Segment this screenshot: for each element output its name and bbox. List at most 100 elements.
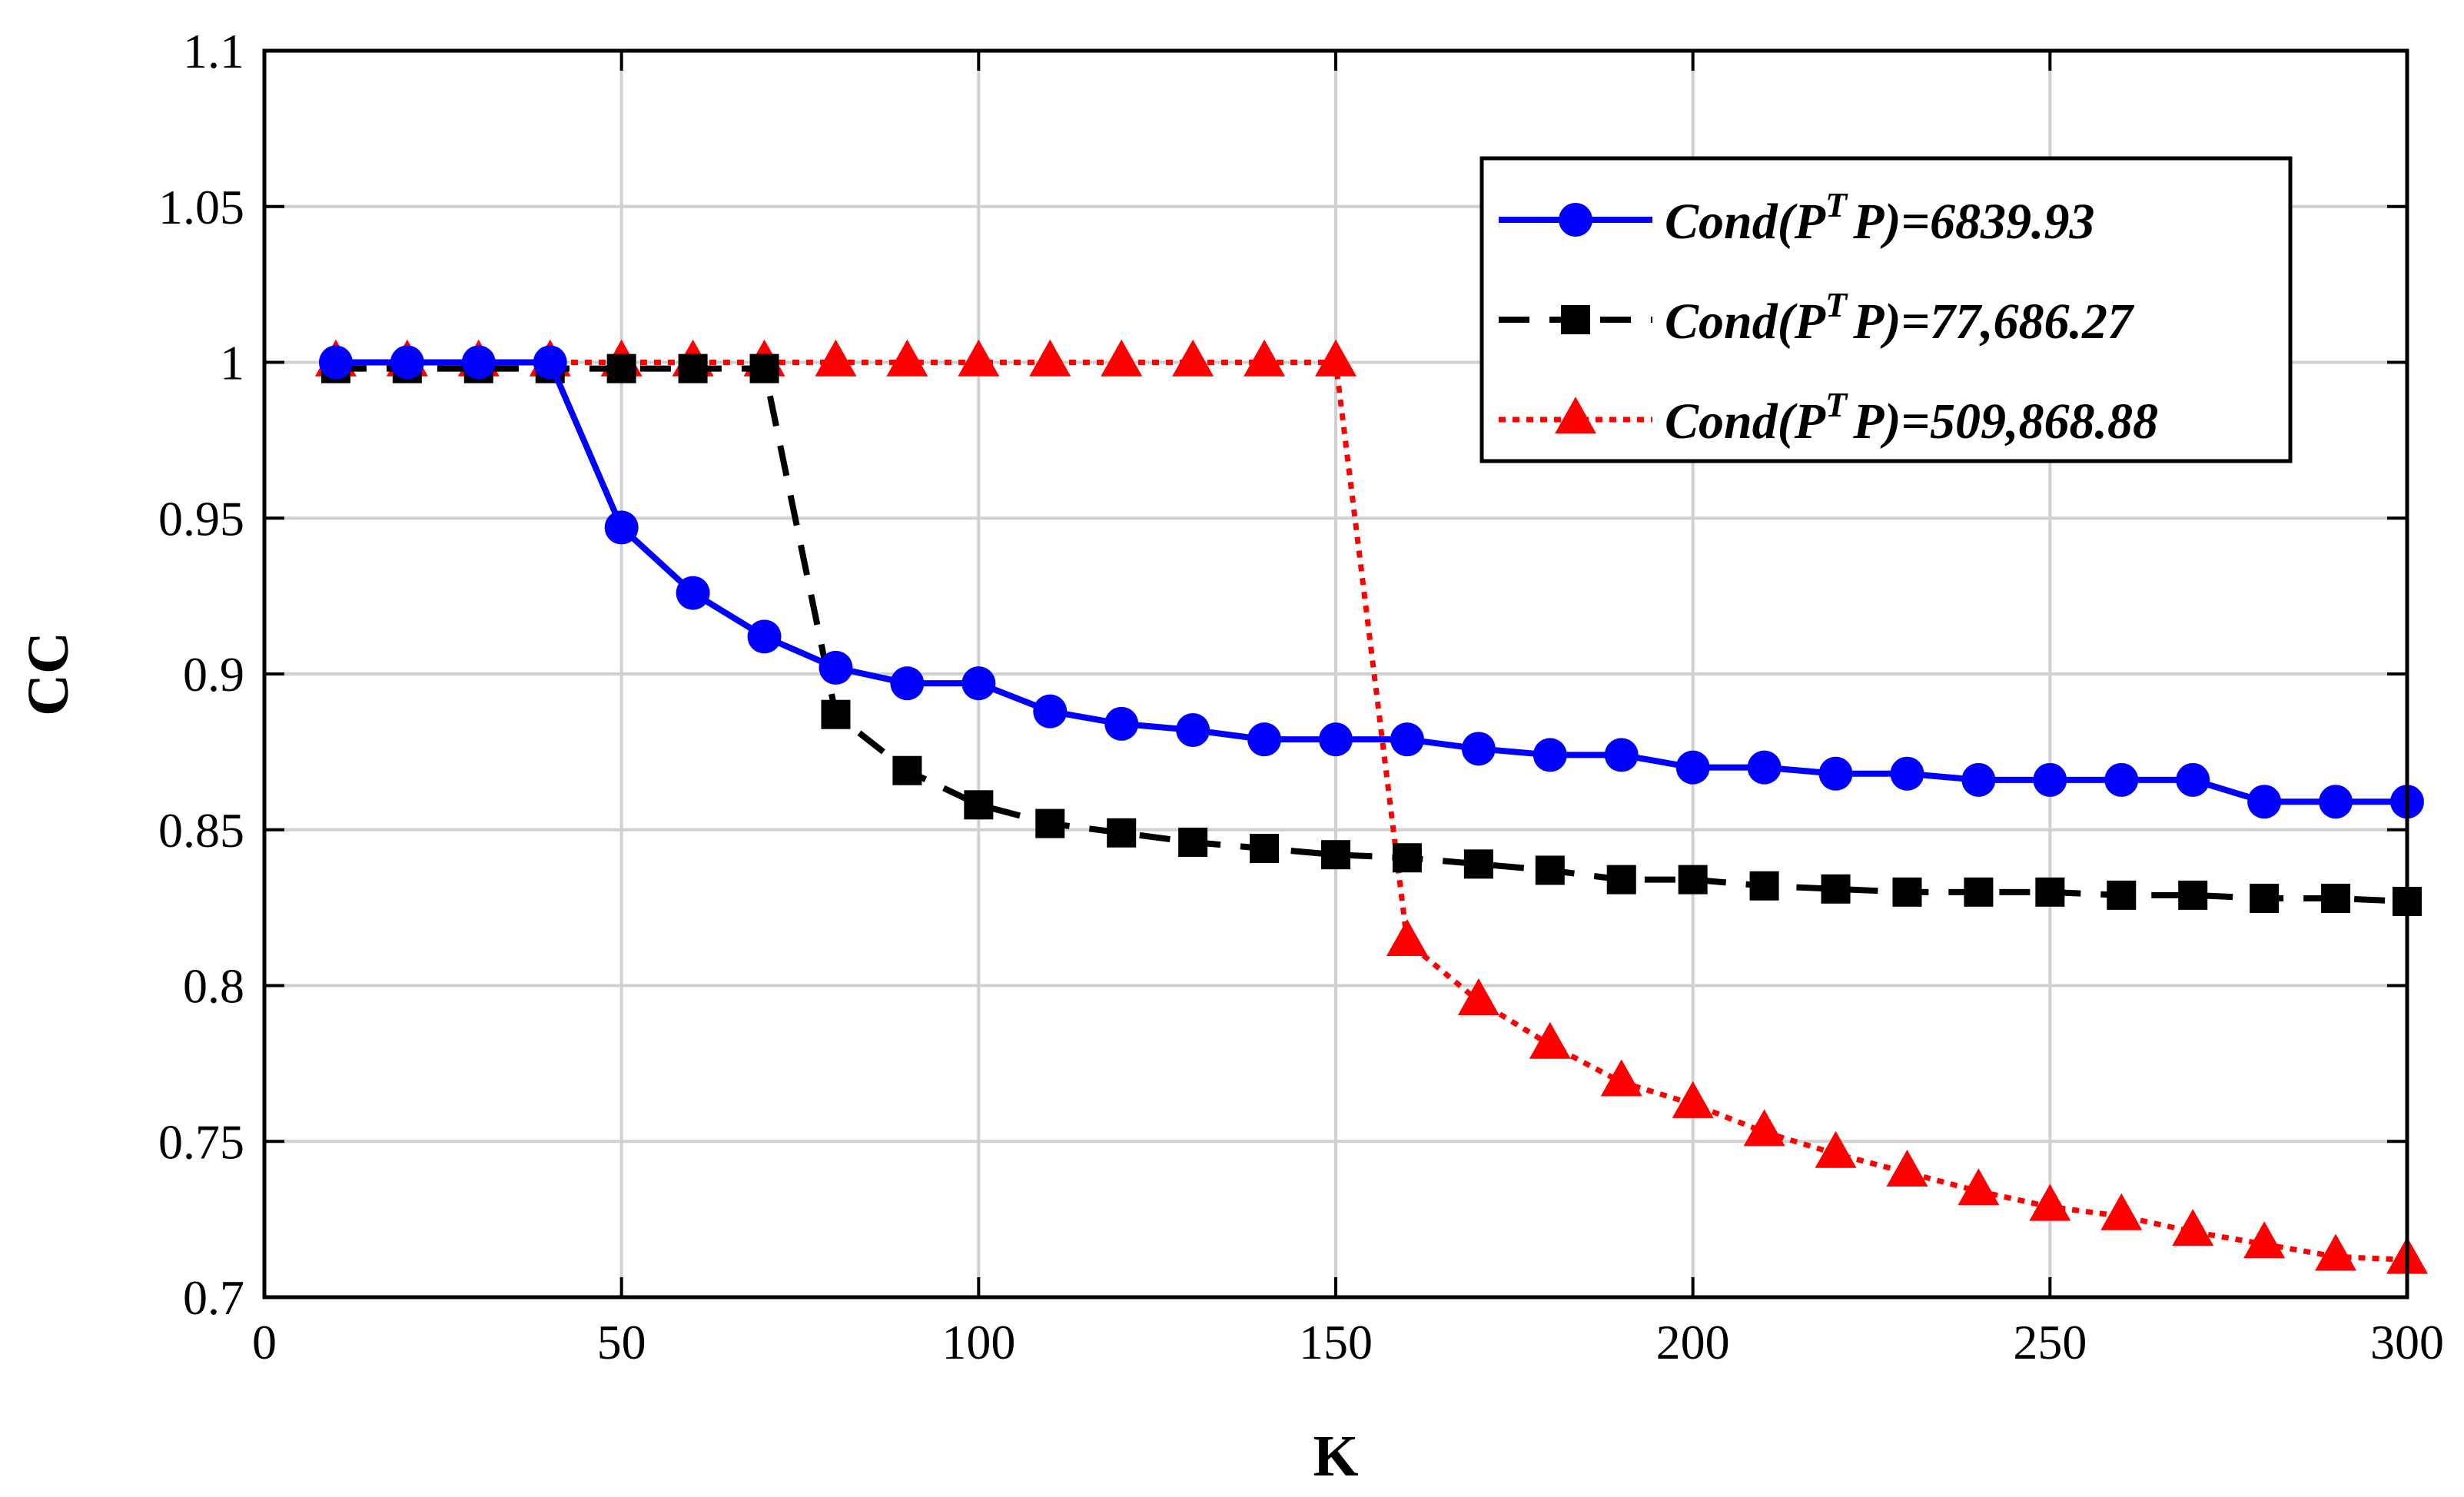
series-3-point <box>1743 1109 1785 1147</box>
series-3-point <box>1315 339 1357 377</box>
series-2-point <box>749 354 779 383</box>
series-1-point <box>1247 722 1282 757</box>
legend-marker-3 <box>1555 397 1596 434</box>
series-1-point <box>1890 756 1924 791</box>
legend-label-prefix: Cond(P <box>1665 393 1826 450</box>
series-2-point <box>1107 818 1137 848</box>
series-1-point <box>1461 732 1496 766</box>
series-2-point <box>1035 808 1065 838</box>
series-1-point <box>390 345 424 380</box>
series-2-point <box>1250 834 1280 864</box>
legend-label-superscript: T <box>1825 285 1848 324</box>
legend-label-prefix: Cond(P <box>1665 294 1826 350</box>
series-1 <box>318 345 2424 819</box>
legend-label-2: Cond(PT P)=77,686.27 <box>1665 285 2135 350</box>
series-1-point <box>1604 738 1639 772</box>
y-tick-label: 1.05 <box>158 180 244 234</box>
x-tick-label: 150 <box>1299 1315 1373 1369</box>
legend-label-superscript: T <box>1825 385 1848 424</box>
series-2-point <box>964 790 994 820</box>
x-tick-label: 50 <box>597 1315 646 1369</box>
legend-marker-2 <box>1561 305 1590 334</box>
series-1-point <box>318 345 353 380</box>
x-tick-label: 300 <box>2370 1315 2444 1369</box>
legend-label-suffix: P)=509,868.88 <box>1852 393 2158 450</box>
series-3-point <box>886 339 928 377</box>
series-2-point <box>1606 865 1636 895</box>
series-2-point <box>1463 849 1493 879</box>
legend-marker-1 <box>1559 203 1592 237</box>
series-3-point <box>2100 1193 2143 1230</box>
series-2 <box>320 354 2422 917</box>
x-tick-label: 0 <box>252 1315 277 1369</box>
series-3-point <box>1386 918 1428 956</box>
series-3-point <box>2029 1183 2071 1221</box>
y-tick-label: 0.8 <box>183 959 244 1014</box>
series-1-point <box>1033 694 1068 729</box>
series-3-point <box>1172 339 1214 377</box>
y-tick-label: 0.85 <box>158 803 244 858</box>
series-1-point <box>2104 762 2139 797</box>
series-3-point <box>1029 339 1071 377</box>
series-3-point <box>1101 339 1143 377</box>
series-2-point <box>2035 877 2065 907</box>
series-1-point <box>2033 762 2067 797</box>
series-3-point <box>1529 1021 1571 1059</box>
series-2-point <box>1678 865 1708 895</box>
series-2-point <box>678 354 708 383</box>
series-3-point <box>1958 1168 2000 1206</box>
series-1-point <box>747 619 782 654</box>
series-1-point <box>533 345 567 380</box>
legend-label-suffix: P)=77,686.27 <box>1852 294 2135 350</box>
legend-label-suffix: P)=6839.93 <box>1852 194 2094 250</box>
legend-label-1: Cond(PT P)=6839.93 <box>1665 185 2095 250</box>
series-1-point <box>1176 712 1210 747</box>
series-3-point <box>2172 1209 2214 1246</box>
series-1-point <box>1533 738 1567 772</box>
series-2-point <box>1392 843 1422 873</box>
series-2-point <box>2107 880 2137 910</box>
series-1-point <box>1961 762 1996 797</box>
series-1-point <box>2247 785 2282 819</box>
series-3-point <box>1672 1080 1714 1118</box>
series-3-point <box>1600 1059 1642 1097</box>
y-tick-label: 0.7 <box>183 1270 244 1325</box>
tick-labels: 0 50 100 150 200 250 300 0.7 0.75 0.8 0.85 0.9 0.95 1… <box>158 24 2444 1369</box>
y-tick-label: 1 <box>220 336 244 390</box>
series-layer <box>314 339 2428 1274</box>
legend-label-superscript: T <box>1825 185 1848 224</box>
x-tick-label: 100 <box>941 1315 1015 1369</box>
series-1-point <box>676 576 710 610</box>
y-tick-label: 0.9 <box>183 647 244 702</box>
series-1-point <box>1390 722 1424 757</box>
y-tick-label: 0.75 <box>158 1114 244 1169</box>
x-tick-label: 200 <box>1656 1315 1730 1369</box>
series-3-point <box>2315 1233 2357 1271</box>
series-2-point <box>2178 880 2208 910</box>
y-axis-label: CC <box>16 632 81 716</box>
series-2-point <box>1821 874 1851 904</box>
legend-label-3: Cond(PT P)=509,868.88 <box>1665 385 2158 450</box>
series-1-point <box>961 666 996 701</box>
legend-label-prefix: Cond(P <box>1665 194 1826 250</box>
series-1-point <box>1747 750 1782 785</box>
series-2-point <box>1178 827 1208 857</box>
series-1-point <box>1104 706 1139 741</box>
series-1-point <box>461 345 496 380</box>
series-3-point <box>1244 339 1286 377</box>
series-2-point <box>606 354 636 383</box>
series-2-point <box>1535 855 1565 885</box>
series-3-point <box>1457 978 1499 1016</box>
series-1-point <box>819 650 853 685</box>
series-2-point <box>1749 871 1779 901</box>
x-tick-label: 250 <box>2013 1315 2087 1369</box>
series-3-point <box>958 339 1000 377</box>
series-1-point <box>2319 785 2353 819</box>
series-3-point <box>1815 1130 1857 1168</box>
series-3-point <box>1886 1150 1928 1187</box>
series-1-point <box>890 666 925 701</box>
series-2-point <box>821 699 851 729</box>
series-2-point <box>2321 883 2351 913</box>
